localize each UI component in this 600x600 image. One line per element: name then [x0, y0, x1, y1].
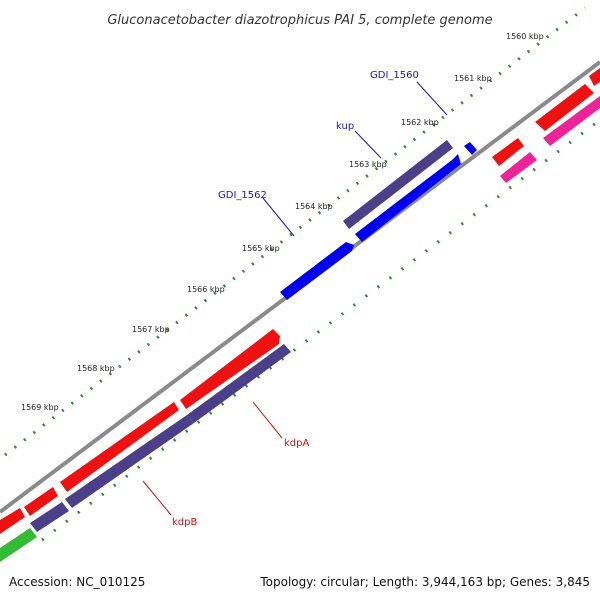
feature-red-edge — [0, 508, 25, 534]
feature-blue-gdi1562 — [280, 242, 354, 300]
genome-summary-text: Topology: circular; Length: 3,944,163 bp… — [259, 575, 590, 589]
map-title: Gluconacetobacter diazotrophicus PAI 5, … — [107, 13, 492, 28]
feature-red-right3 — [589, 68, 600, 86]
feature-slate-kdpa — [187, 344, 291, 423]
feature-red-right2 — [535, 84, 594, 131]
accession-text: Accession: NC_010125 — [9, 575, 145, 589]
leader-line-kdpb — [142, 480, 172, 516]
tick-label: 1567 kbp — [132, 325, 170, 334]
tick-label: 1561 kbp — [454, 74, 492, 83]
gene-label-kup: kup — [336, 121, 354, 132]
gene-label-gdi1562: GDI_1562 — [218, 190, 267, 201]
leader-line-kdpa — [252, 401, 283, 439]
feature-blue-kup — [355, 154, 461, 242]
feature-red-right1 — [492, 138, 524, 166]
feature-slate-kdpb — [65, 415, 194, 508]
tick-label: 1560 kbp — [506, 32, 544, 41]
tick-label: 1563 kbp — [349, 160, 387, 169]
tick-label: 1562 kbp — [401, 118, 439, 127]
feature-red-kdpa — [180, 329, 280, 409]
inner-tick-ring — [41, 118, 600, 542]
gene-label-kdpa: kdpA — [284, 438, 309, 449]
tick-label: 1566 kbp — [187, 285, 225, 294]
gene-labels: GDI_1560 kup GDI_1562 kdpA kdpB — [142, 70, 448, 528]
feature-blue-gdi1560 — [464, 142, 477, 155]
feature-pink-right2 — [543, 96, 600, 146]
tick-labels: 1560 kbp 1561 kbp 1562 kbp 1563 kbp 1564… — [21, 32, 544, 412]
leader-line-kup — [354, 130, 382, 159]
feature-pink-right1 — [500, 152, 537, 183]
feature-slate-top — [343, 140, 453, 229]
leader-line-gdi1560 — [416, 81, 448, 116]
inner-features — [0, 68, 600, 562]
feature-slate-small — [30, 502, 69, 532]
gene-label-kdpb: kdpB — [172, 517, 197, 528]
tick-label: 1564 kbp — [295, 202, 333, 211]
gene-label-gdi1560: GDI_1560 — [370, 70, 419, 81]
feature-red-small — [24, 487, 58, 516]
outer-tick-ring — [4, 6, 586, 457]
feature-red-kdpb — [60, 402, 179, 492]
tick-label: 1568 kbp — [77, 364, 115, 373]
feature-green — [0, 528, 37, 562]
tick-label: 1569 kbp — [21, 403, 59, 412]
tick-label: 1565 kbp — [242, 244, 280, 253]
leader-line-gdi1562 — [262, 197, 295, 237]
